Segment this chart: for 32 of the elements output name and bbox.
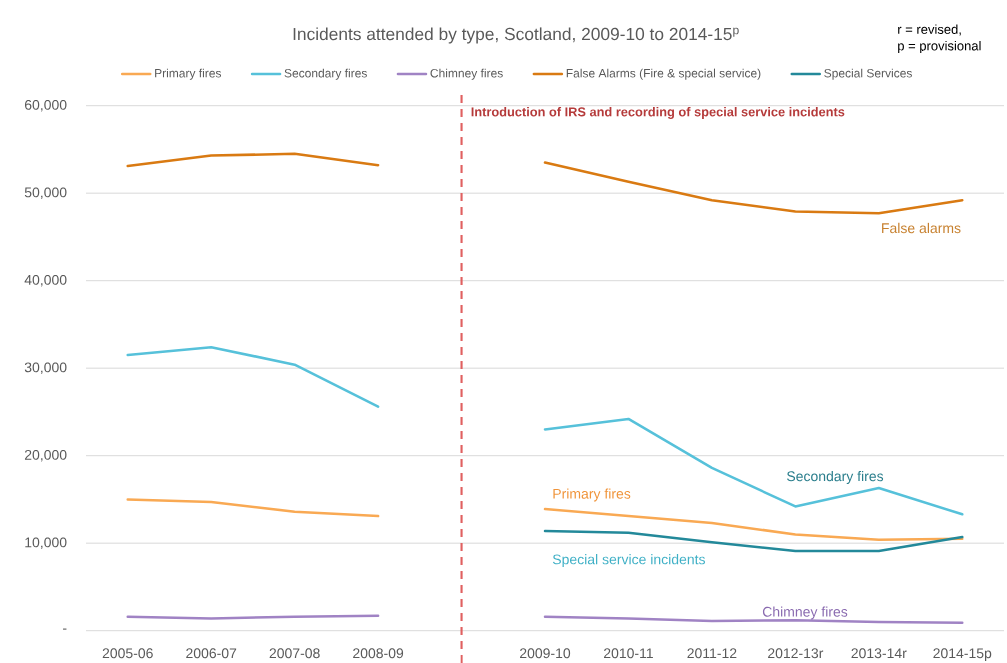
legend-label: Secondary fires [284,68,367,80]
x-tick-label: 2011-12 [687,648,737,659]
y-tick-label: 50,000 [24,187,67,199]
y-tick-label: 60,000 [24,99,67,112]
x-tick-label: 2009-10 [520,648,571,659]
text: p = provisional [898,40,981,54]
legend-label: False Alarms (Fire & special service) [566,68,761,80]
x-tick-label: 2012-13r [768,648,824,659]
y-tick-label: 10,000 [25,537,67,549]
legend-label: Chimney fires [430,68,503,80]
legend-label: Primary fires [155,68,222,80]
annotation: Secondary fires [787,470,884,485]
y-tick-label: 20,000 [24,449,67,462]
x-tick-label: 2008-09 [353,648,404,659]
annotation: False alarms [882,222,961,234]
annotation: Special service incidents [552,554,706,568]
x-tick-label: 2013-14r [851,648,907,659]
y-tick-label: 40,000 [24,274,67,287]
annotation: Introduction of IRS and recording of special service incidents [471,107,845,119]
y-tick-label: 30,000 [24,362,67,374]
line-series [543,529,964,553]
text: r = revised, [898,24,961,36]
annotation: Chimney fires [762,606,848,620]
legend-label: Special Services [824,68,912,80]
x-tick-label: 2007-08 [269,648,320,659]
annotation: Primary fires [553,488,631,502]
y-tick-label: - [63,628,67,630]
x-tick-label: 2005-06 [102,648,153,659]
x-tick-label: 2006-07 [186,648,237,659]
x-tick-label: 2014-15p [933,648,992,661]
chart-title: Incidents attended by type, Scotland, 2009-10 to 2014-15$^{p}$ [293,27,739,44]
x-tick-label: 2010-11 [604,648,653,659]
